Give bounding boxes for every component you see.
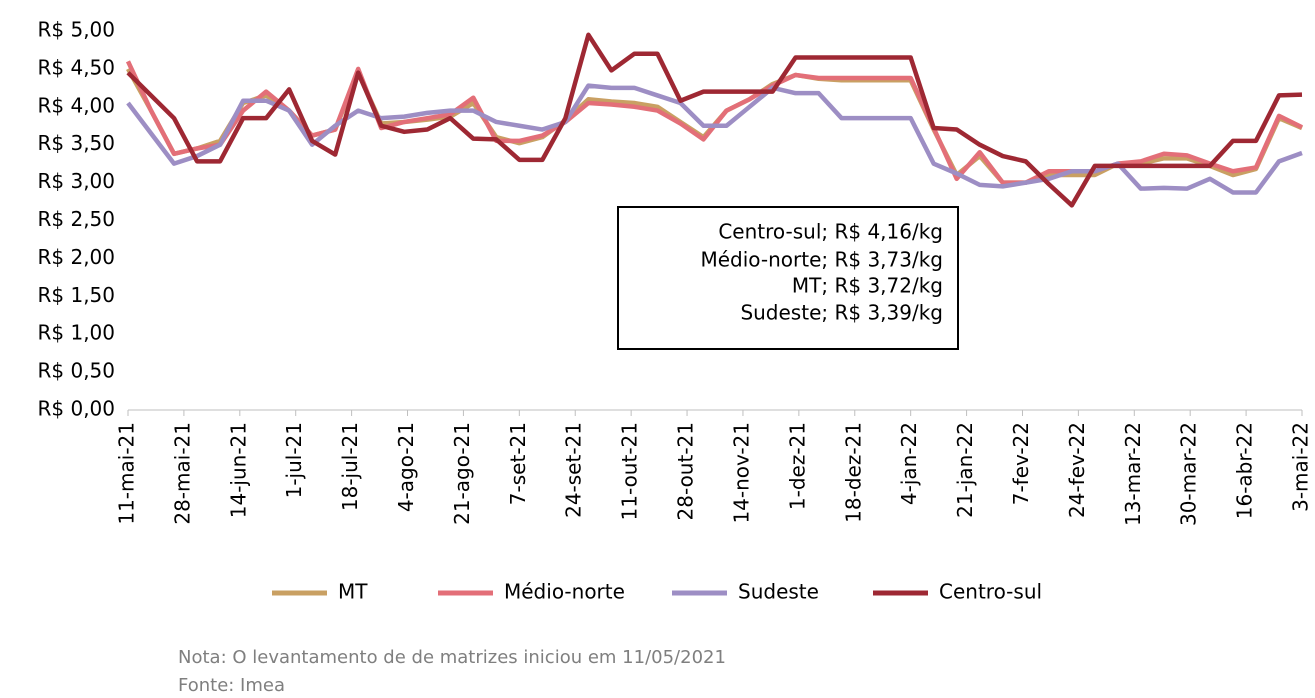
annotation-box <box>617 206 959 350</box>
x-tick-label: 28-mai-21 <box>170 422 194 525</box>
x-tick-label: 11-mai-21 <box>115 422 139 525</box>
annotation: MT; R$ 3,72/kg <box>792 274 943 298</box>
annotation: Médio-norte; R$ 3,73/kg <box>700 248 943 272</box>
x-tick-label: 7-set-21 <box>506 422 530 505</box>
y-tick-label: R$ 3,50 <box>37 131 115 155</box>
y-tick-label: R$ 0,50 <box>37 359 115 383</box>
x-tick-label: 1-jul-21 <box>282 422 306 498</box>
legend-label: Médio-norte <box>504 580 625 604</box>
y-tick-label: R$ 4,50 <box>37 55 115 79</box>
x-tick-label: 21-jan-22 <box>953 422 977 518</box>
x-tick-label: 3-mai-22 <box>1289 422 1313 512</box>
x-tick-label: 7-fev-22 <box>1009 422 1033 505</box>
x-tick-label: 16-abr-22 <box>1233 422 1257 519</box>
y-tick-label: R$ 1,50 <box>37 283 115 307</box>
x-tick-label: 28-out-21 <box>674 422 698 520</box>
annotation: Centro-sul; R$ 4,16/kg <box>718 220 943 244</box>
y-tick-label: R$ 5,00 <box>37 18 115 42</box>
note: Nota: O levantamento de de matrizes inic… <box>178 647 726 668</box>
x-tick-label: 11-out-21 <box>618 422 642 520</box>
x-tick-label: 24-set-21 <box>562 422 586 518</box>
x-tick-label: 18-jul-21 <box>338 422 362 511</box>
y-tick-label: R$ 3,00 <box>37 169 115 193</box>
y-tick-label: R$ 1,00 <box>37 321 115 345</box>
series-line <box>126 32 1303 208</box>
legend-label: MT <box>338 580 368 604</box>
y-tick-label: R$ 2,00 <box>37 245 115 269</box>
series-line <box>126 83 1303 195</box>
x-tick-label: 14-jun-21 <box>226 422 250 518</box>
legend-label: Centro-sul <box>939 580 1042 604</box>
x-tick-label: 24-fev-22 <box>1065 422 1089 518</box>
x-tick-label: 4-jan-22 <box>897 422 921 505</box>
x-tick-label: 14-nov-21 <box>729 422 753 524</box>
y-tick-label: R$ 4,00 <box>37 93 115 117</box>
source: Fonte: Imea <box>178 675 285 696</box>
x-tick-label: 13-mar-22 <box>1121 422 1145 526</box>
x-tick-label: 18-dez-21 <box>841 422 865 523</box>
legend-label: Sudeste <box>738 580 819 604</box>
y-tick-label: R$ 0,00 <box>37 397 115 421</box>
x-tick-label: 1-dez-21 <box>785 422 809 510</box>
x-tick-label: 30-mar-22 <box>1177 422 1201 526</box>
x-tick-label: 4-ago-21 <box>394 422 418 512</box>
annotation: Sudeste; R$ 3,39/kg <box>740 301 943 325</box>
x-tick-label: 21-ago-21 <box>450 422 474 525</box>
y-tick-label: R$ 2,50 <box>37 207 115 231</box>
